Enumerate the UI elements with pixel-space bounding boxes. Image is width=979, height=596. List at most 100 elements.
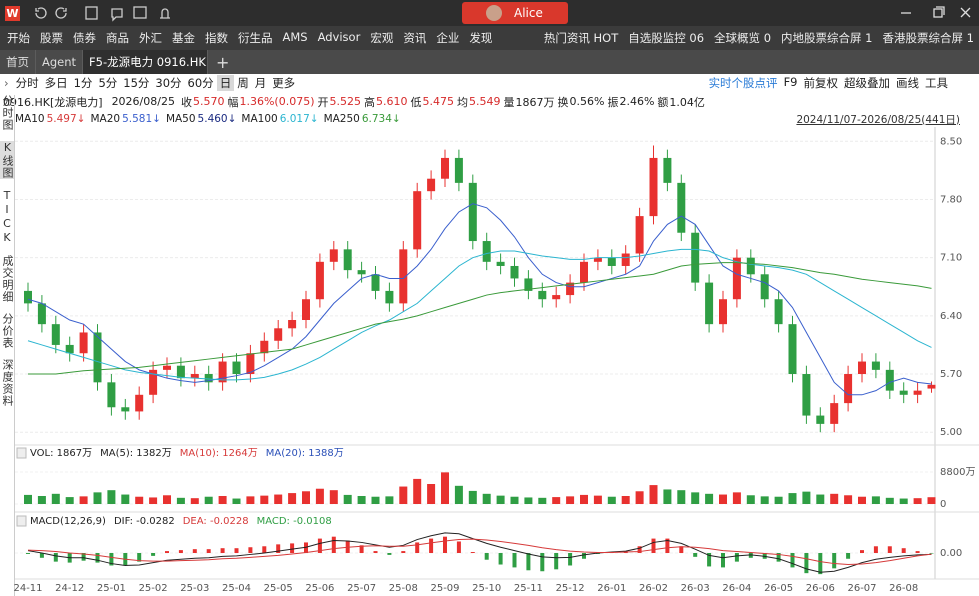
tab[interactable]: 首页 [0,50,36,74]
y-tick-label: 7.10 [940,253,962,264]
candle-body [149,369,158,395]
volume-bar [427,484,436,504]
macd-bar [26,553,30,554]
menu-item[interactable]: AMS [282,30,308,44]
menu-right-item[interactable]: 自选股监控 06 [628,31,705,45]
volume-bar [649,485,658,504]
period-button[interactable]: 分时 [15,76,39,90]
period-button[interactable]: 1分 [73,76,93,90]
ma-name: MA20 [90,113,121,125]
period-button[interactable]: 月 [254,76,267,90]
tool-button[interactable]: 画线 [896,76,919,90]
menu-item[interactable]: 企业 [436,31,460,45]
candle-body [246,353,255,375]
side-tab[interactable]: 深度资料 [1,359,14,407]
tool-button[interactable]: 工具 [925,76,948,90]
macd-bar [790,553,795,568]
menu-item[interactable]: 发现 [469,31,493,45]
x-tick-label: 25-01 [97,583,126,594]
menu-item[interactable]: 外汇 [139,31,162,45]
menu-item[interactable]: 开始 [7,31,30,45]
window-controls[interactable] [889,0,979,26]
candle-body [65,344,74,354]
tool-button[interactable]: 前复权 [803,76,839,90]
user-pill[interactable]: Alice [462,2,568,24]
period-button[interactable]: 更多 [272,76,296,90]
menu-right-item[interactable]: 内地股票综合屏 1 [781,31,873,45]
menu-item[interactable]: 股票 [40,31,63,45]
candle-body [135,394,144,412]
volume-bar [51,493,60,504]
side-tab[interactable]: K线图 [0,141,14,179]
menu-right-item[interactable]: 全球概览 0 [714,31,772,45]
volume-bar [107,490,116,504]
panel-header: MACD: -0.0108 [257,516,332,527]
period-button[interactable]: 15分 [123,76,150,90]
menu-item[interactable]: 基金 [172,31,195,45]
side-tabs: 分时图 K线图 TICK 成交明细分价表深度资料 [0,95,15,596]
macd-bar [443,536,447,553]
title-icons[interactable] [28,0,178,26]
macd-bar [331,536,336,553]
quote-value: 5.549 [469,95,501,108]
menu-item[interactable]: 宏观 [370,31,394,45]
quote-label: 高 [364,95,375,109]
x-tick-label: 24-11 [13,583,42,594]
period-button[interactable]: 多日 [44,76,68,90]
quote-label: 振 [607,95,619,109]
x-tick-label: 25-04 [222,583,251,594]
side-tab[interactable]: 分价表 [1,313,14,349]
date-range[interactable]: 2024/11/07-2026/08/25(441日) [796,113,960,126]
macd-bar [248,547,253,553]
volume-bar [329,490,338,504]
volume-bar [580,494,588,504]
menu-item[interactable]: 商品 [106,31,129,45]
x-tick-label: 25-12 [556,583,585,594]
volume-bar [482,493,491,504]
period-button[interactable]: 5分 [98,76,118,90]
side-tab[interactable]: TICK [0,189,14,245]
x-tick-label: 25-07 [347,583,376,594]
candle-body [774,299,783,325]
period-button[interactable]: 30分 [155,76,182,90]
menu-item[interactable]: 资讯 [403,31,427,45]
add-tab[interactable]: + [216,52,230,72]
period-button[interactable]: 日 [216,75,235,91]
volume-bar [538,497,547,504]
macd-bar [484,553,489,560]
menu-item[interactable]: 债券 [73,31,96,45]
menu-item[interactable]: Advisor [317,30,361,44]
tool-button[interactable]: F9 [783,75,798,89]
tab[interactable]: Agent [36,50,84,74]
menu-right-item[interactable]: 香港股票综合屏 1 [882,31,974,45]
x-tick-label: 26-08 [889,583,918,594]
x-tick-label: 26-06 [806,583,835,594]
volume-bar [760,496,769,504]
quote-value: 1.04亿 [669,95,705,109]
volume-bar [663,489,672,504]
candle-body [357,270,366,275]
panel-header: DEA: -0.0228 [183,516,249,527]
volume-bar [691,492,700,504]
menu-item[interactable]: 衍生品 [238,31,273,45]
tab[interactable]: F5-龙源电力 0916.HK [83,50,209,74]
side-tab[interactable]: 成交明细 [1,255,14,303]
macd-bar [512,553,517,568]
macd-bar [679,546,684,553]
volume-bar [149,497,158,504]
period-button[interactable]: 周 [237,76,249,90]
tool-button[interactable]: 实时个股点评 [708,76,778,90]
side-tab[interactable]: 分时图 [1,95,14,131]
quote-label: 量 [503,95,515,109]
menu-item[interactable]: 指数 [205,31,228,45]
candle-body [302,299,310,320]
menu-right-item[interactable]: 热门资讯 HOT [543,31,619,45]
candle-body [649,157,658,217]
macd-bar [109,553,114,566]
tool-button[interactable]: 超级叠加 [844,76,890,90]
macd-bar [53,553,58,562]
period-button[interactable]: 60分 [187,76,214,90]
volume-bar [496,495,505,504]
dif-line [27,532,932,573]
